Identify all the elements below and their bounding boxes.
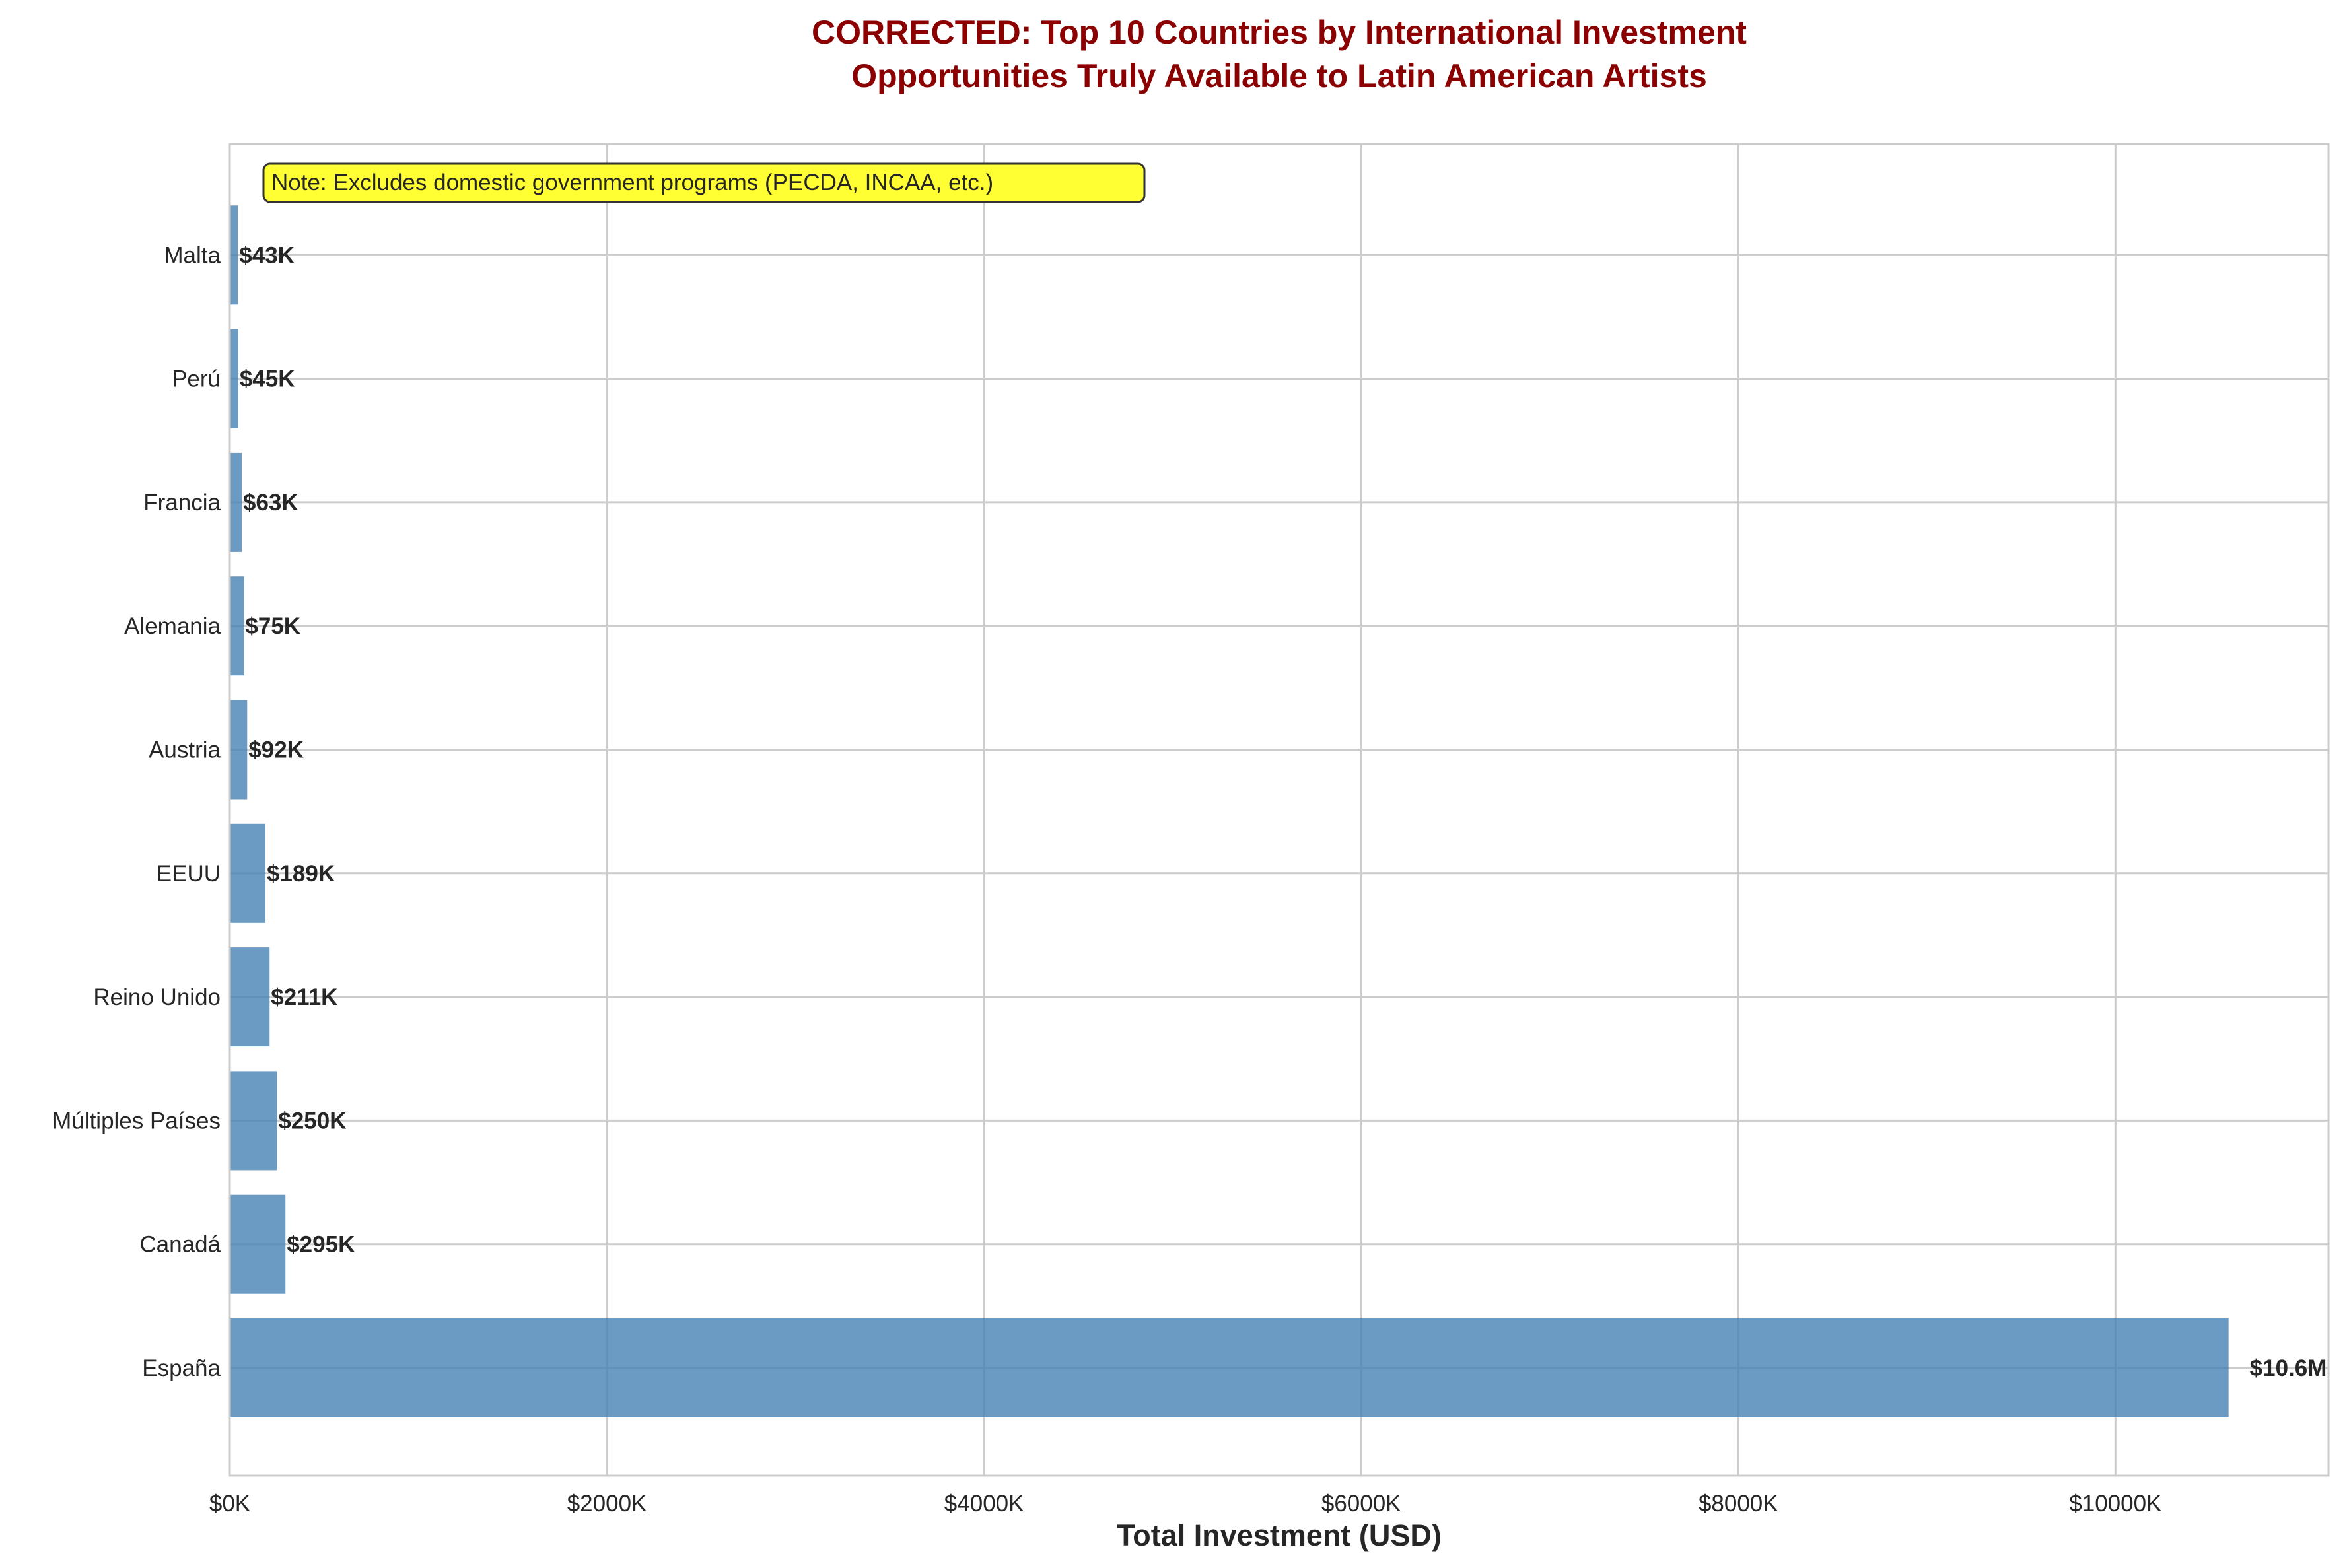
category-label: Alemania bbox=[124, 613, 221, 639]
x-tick-label: $6000K bbox=[1321, 1491, 1401, 1517]
data-label: $63K bbox=[243, 490, 298, 516]
bar bbox=[230, 205, 238, 305]
category-label: España bbox=[142, 1355, 221, 1381]
data-label: $43K bbox=[239, 242, 295, 268]
data-label: $10.6M bbox=[2250, 1355, 2327, 1381]
data-label: $92K bbox=[248, 737, 304, 763]
annotation-text: Note: Excludes domestic government progr… bbox=[271, 170, 993, 195]
category-label: EEUU bbox=[157, 861, 221, 887]
bar bbox=[230, 329, 238, 428]
bar bbox=[230, 823, 265, 923]
bar bbox=[230, 1194, 286, 1294]
x-tick-label: $8000K bbox=[1699, 1491, 1778, 1517]
bars bbox=[230, 205, 2229, 1417]
category-label: Perú bbox=[172, 366, 221, 392]
category-label: Reino Unido bbox=[93, 984, 221, 1010]
data-label: $250K bbox=[278, 1108, 346, 1134]
annotation-background bbox=[262, 162, 1146, 203]
plot-frame bbox=[228, 143, 2330, 1477]
category-label: Austria bbox=[149, 737, 221, 763]
chart-title-line-1: CORRECTED: Top 10 Countries by Internati… bbox=[812, 14, 1747, 51]
value-labels: $10.6M $295K $250K $211K $189K $92K $75K $63K $4… bbox=[239, 242, 2327, 1381]
x-tick-label: $2000K bbox=[567, 1491, 647, 1517]
category-label: Francia bbox=[143, 490, 221, 516]
bar bbox=[230, 1071, 277, 1171]
x-tick-label: $10000K bbox=[2069, 1491, 2161, 1517]
chart-title-line-2: Opportunities Truly Available to Latin A… bbox=[851, 57, 1707, 94]
category-label: Múltiples Países bbox=[52, 1108, 221, 1134]
category-label: Canadá bbox=[139, 1232, 221, 1258]
x-tick-label: $4000K bbox=[944, 1491, 1024, 1517]
x-axis-label: Total Investment (USD) bbox=[1117, 1518, 1442, 1552]
x-tick-label: $0K bbox=[209, 1491, 250, 1517]
data-label: $189K bbox=[267, 861, 335, 887]
data-label: $45K bbox=[240, 366, 295, 392]
data-label: $295K bbox=[287, 1232, 355, 1258]
annotation-box: Note: Excludes domestic government progr… bbox=[262, 162, 1146, 203]
data-label: $75K bbox=[245, 613, 300, 639]
category-label: Malta bbox=[164, 242, 221, 268]
x-tick-labels: $0K $2000K $4000K $6000K $8000K $10000K bbox=[209, 1491, 2162, 1517]
grid-lines bbox=[228, 144, 2329, 1476]
bar bbox=[230, 576, 244, 676]
data-label: $211K bbox=[271, 984, 337, 1010]
bar bbox=[230, 1318, 2229, 1417]
category-labels: España Canadá Múltiples Países Reino Unido E… bbox=[52, 242, 221, 1381]
bar bbox=[230, 700, 248, 800]
bar bbox=[230, 947, 270, 1047]
bar bbox=[230, 452, 242, 552]
